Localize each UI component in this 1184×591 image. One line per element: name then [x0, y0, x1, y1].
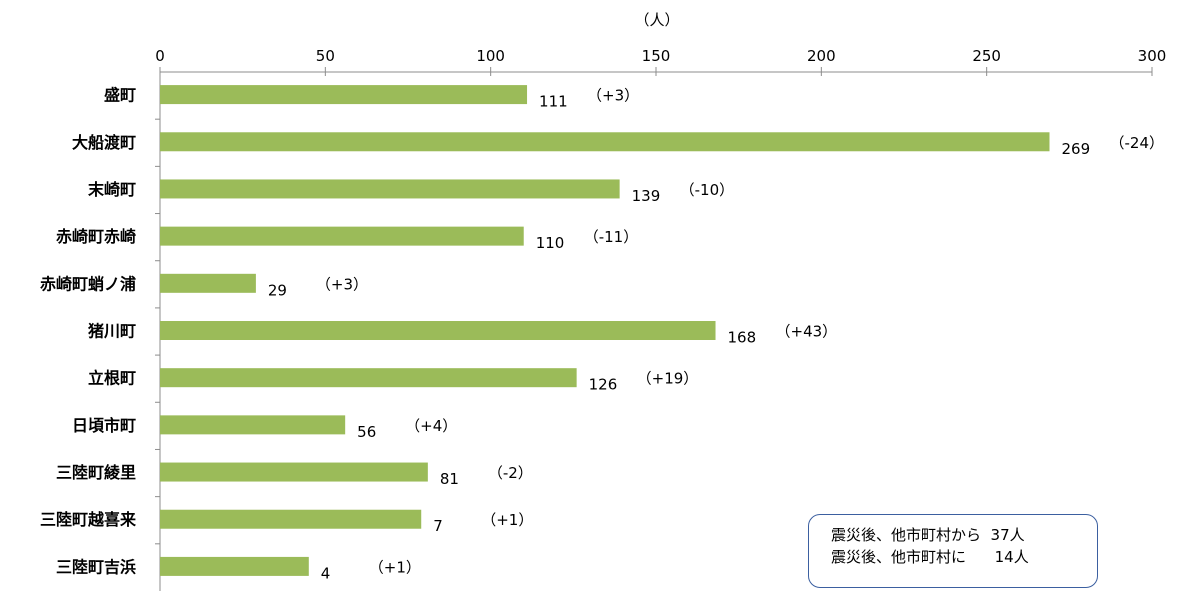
- delta-label: （+1）: [369, 558, 421, 576]
- delta-label: （+3）: [316, 275, 368, 293]
- x-tick-label: 50: [316, 47, 335, 65]
- x-axis: 0 50 100 150 200 250 300: [155, 47, 1166, 591]
- x-tick-label: 0: [155, 47, 165, 65]
- category-label: 赤崎町赤崎: [56, 227, 136, 246]
- category-label: 盛町: [104, 86, 136, 105]
- value-label: 126: [589, 376, 618, 394]
- x-tick-label: 100: [476, 47, 505, 65]
- delta-label: （+3）: [587, 87, 639, 105]
- delta-label: （+43）: [776, 323, 838, 341]
- bars-group: 111 （+3） 269 （-24） 139 （-10） 110 （-11） 29 （+3） 168…: [160, 85, 1164, 582]
- category-label: 末崎町: [88, 180, 136, 199]
- note-line-2: 震災後、他市町村に 14人: [831, 548, 1029, 566]
- delta-label: （-2）: [488, 464, 533, 482]
- note-box: 震災後、他市町村から 37人 震災後、他市町村に 14人: [808, 514, 1098, 588]
- value-label: 139: [632, 187, 661, 205]
- category-label: 三陸町越喜来: [40, 510, 137, 529]
- value-label: 269: [1061, 140, 1090, 158]
- category-label: 猪川町: [87, 322, 136, 341]
- bar: [160, 462, 428, 482]
- delta-label: （+19）: [637, 370, 699, 388]
- value-label: 81: [440, 470, 459, 488]
- x-tick-label: 150: [642, 47, 671, 65]
- value-label: 29: [268, 281, 287, 299]
- value-label: 4: [321, 564, 331, 582]
- unit-label: （人）: [634, 11, 679, 29]
- delta-label: （+4）: [405, 417, 457, 435]
- value-label: 7: [433, 517, 443, 535]
- x-tick-label: 250: [972, 47, 1001, 65]
- category-label: 三陸町綾里: [56, 463, 136, 482]
- category-label: 三陸町吉浜: [56, 557, 136, 576]
- value-label: 168: [728, 329, 757, 347]
- value-label: 110: [536, 234, 565, 252]
- bar: [160, 226, 524, 246]
- delta-label: （+1）: [481, 511, 533, 529]
- bar: [160, 132, 1050, 152]
- bar: [160, 368, 577, 388]
- category-label: 大船渡町: [72, 133, 136, 152]
- value-label: 111: [539, 93, 568, 111]
- bar: [160, 509, 422, 529]
- category-label: 日頃市町: [72, 416, 136, 435]
- note-line-1: 震災後、他市町村から 37人: [831, 526, 1025, 544]
- x-tick-label: 200: [807, 47, 836, 65]
- category-label: 赤崎町蛸ノ浦: [40, 274, 136, 293]
- delta-label: （-10）: [680, 181, 735, 199]
- bar: [160, 85, 528, 105]
- delta-label: （-24）: [1109, 134, 1164, 152]
- bar: [160, 415, 346, 435]
- bar: [160, 321, 716, 340]
- bar: [160, 179, 620, 199]
- bar: [160, 556, 309, 576]
- category-label: 立根町: [88, 369, 136, 388]
- x-tick-label: 300: [1138, 47, 1167, 65]
- value-label: 56: [357, 423, 376, 441]
- bar: [160, 273, 256, 293]
- category-labels: 盛町大船渡町末崎町赤崎町赤崎赤崎町蛸ノ浦猪川町立根町日頃市町三陸町綾里三陸町越喜…: [40, 86, 137, 577]
- delta-label: （-11）: [584, 228, 639, 246]
